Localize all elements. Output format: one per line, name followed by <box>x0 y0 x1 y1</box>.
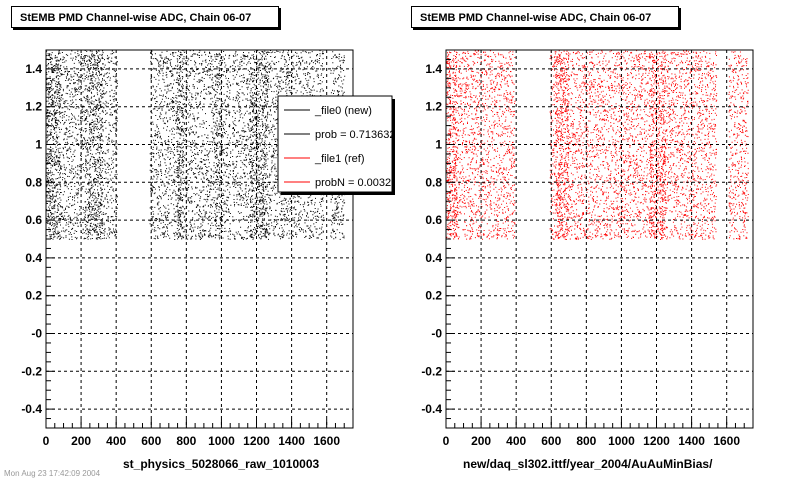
x-tick-label: 1000 <box>608 434 635 448</box>
scatter-points <box>46 50 346 240</box>
x-tick-label: 1400 <box>278 434 305 448</box>
legend-entry-label: _file1 (ref) <box>314 153 365 165</box>
x-tick-label: 800 <box>176 434 196 448</box>
left-scatter-panel: 0 200 400 600 800 1000 1200 1400 1600 -0.4 -0.2 -0 0… <box>21 49 397 448</box>
x-tick-label: 200 <box>471 434 491 448</box>
y-tick-label: 0.2 <box>25 289 42 303</box>
y-tick-label: 1.4 <box>425 62 442 76</box>
footer-timestamp: Mon Aug 23 17:42:09 2004 <box>4 469 101 478</box>
x-tick-label: 1600 <box>713 434 740 448</box>
legend-entry-label: _file0 (new) <box>314 105 372 117</box>
y-tick-label: 0.2 <box>425 289 442 303</box>
y-tick-label: -0.2 <box>21 364 42 378</box>
y-tick-label: 0.8 <box>425 175 442 189</box>
x-axis-ticks: 0 200 400 600 800 1000 1200 1400 1600 <box>443 419 754 448</box>
y-tick-label: -0 <box>431 327 442 341</box>
right-chart-title: StEMB PMD Channel-wise ADC, Chain 06-07 <box>411 6 679 28</box>
y-axis-ticks: -0.4 -0.2 -0 0.2 0.4 0.6 0.8 1 1.2 1.4 <box>421 49 455 429</box>
legend-box <box>277 95 393 193</box>
right-scatter-panel: 0 200 400 600 800 1000 1200 1400 1600 -0.4 -0.2 -0 0… <box>421 49 754 448</box>
left-chart-title: StEMB PMD Channel-wise ADC, Chain 06-07 <box>11 6 279 28</box>
y-tick-label: 0.4 <box>25 251 42 265</box>
y-tick-label: 0.8 <box>25 175 42 189</box>
scatter-point-cloud <box>46 50 346 240</box>
y-tick-label: 1.2 <box>425 100 442 114</box>
x-tick-label: 1600 <box>313 434 340 448</box>
y-tick-label: -0.2 <box>421 364 442 378</box>
legend-entry-label: probN = 0.00326 <box>315 177 397 189</box>
x-tick-label: 1000 <box>208 434 235 448</box>
legend-entry-label: prob = 0.713632 <box>315 129 395 141</box>
x-axis-ticks: 0 200 400 600 800 1000 1200 1400 1600 <box>43 419 354 448</box>
y-tick-label: -0 <box>31 327 42 341</box>
y-tick-label: 0.4 <box>425 251 442 265</box>
x-tick-label: 800 <box>576 434 596 448</box>
y-tick-label: 1 <box>35 138 42 152</box>
x-tick-label: 600 <box>541 434 561 448</box>
y-tick-label: 0.6 <box>425 213 442 227</box>
y-tick-label: 0.6 <box>25 213 42 227</box>
y-tick-label: -0.4 <box>21 402 42 416</box>
x-tick-label: 400 <box>506 434 526 448</box>
x-tick-label: 600 <box>141 434 161 448</box>
x-tick-label: 400 <box>106 434 126 448</box>
x-tick-label: 200 <box>71 434 91 448</box>
x-tick-label: 1200 <box>643 434 670 448</box>
y-tick-label: 1 <box>435 138 442 152</box>
y-axis-ticks: -0.4 -0.2 -0 0.2 0.4 0.6 0.8 1 1.2 1.4 <box>21 49 55 429</box>
y-tick-label: -0.4 <box>421 402 442 416</box>
y-tick-label: 1.4 <box>25 62 42 76</box>
x-tick-label: 0 <box>43 434 50 448</box>
legend: _file0 (new) prob = 0.713632 _file1 (ref) p… <box>277 95 397 195</box>
left-x-axis-label: st_physics_5028066_raw_1010003 <box>123 457 320 471</box>
x-tick-label: 0 <box>443 434 450 448</box>
y-tick-label: 1.2 <box>25 100 42 114</box>
x-tick-label: 1400 <box>678 434 705 448</box>
x-tick-label: 1200 <box>243 434 270 448</box>
grid <box>446 50 753 428</box>
right-x-axis-label: new/daq_sl302.ittf/year_2004/AuAuMinBias… <box>463 457 713 471</box>
